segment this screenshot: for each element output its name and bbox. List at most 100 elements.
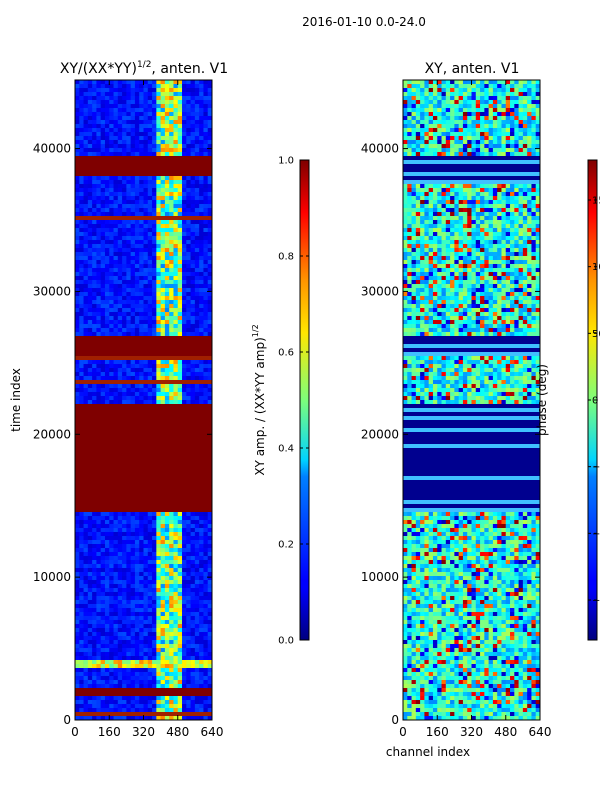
- heatmap-amplitude-cell: [83, 640, 89, 645]
- heatmap-amplitude-cell: [156, 368, 161, 373]
- heatmap-amplitude-cell: [139, 568, 144, 573]
- heatmap-phase-cell: [407, 204, 412, 209]
- heatmap-amplitude-cell: [194, 152, 200, 157]
- heatmap-amplitude-cell: [194, 696, 200, 701]
- heatmap-amplitude-cell: [164, 108, 170, 113]
- heatmap-phase-cell: [471, 148, 477, 153]
- heatmap-amplitude-cell: [75, 532, 80, 537]
- heatmap-phase-cell: [441, 140, 447, 145]
- heatmap-amplitude-cell: [87, 604, 93, 609]
- heatmap-amplitude-cell: [126, 280, 131, 285]
- panel-phase-title: XY, anten. V1: [425, 61, 520, 77]
- heatmap-amplitude-cell: [113, 540, 119, 545]
- heatmap-amplitude-cell: [203, 224, 209, 229]
- heatmap-amplitude-cell: [147, 604, 153, 609]
- heatmap-amplitude-cell: [169, 664, 174, 669]
- heatmap-amplitude-cell: [100, 268, 106, 273]
- heatmap-amplitude-cell: [75, 384, 80, 389]
- heatmap-amplitude-cell: [130, 592, 136, 597]
- heatmap-amplitude-cell: [75, 216, 212, 221]
- heatmap-amplitude-cell: [92, 184, 97, 189]
- heatmap-amplitude-cell: [152, 300, 157, 305]
- heatmap-amplitude-cell: [143, 532, 149, 537]
- heatmap-amplitude-cell: [177, 228, 183, 233]
- heatmap-amplitude-cell: [109, 576, 114, 581]
- heatmap-amplitude-cell: [143, 196, 149, 201]
- heatmap-amplitude-cell: [75, 656, 80, 661]
- heatmap-amplitude-cell: [190, 264, 196, 269]
- heatmap-phase-cell: [424, 96, 429, 101]
- heatmap-amplitude-cell: [147, 192, 153, 197]
- heatmap-phase-cell: [403, 192, 408, 197]
- heatmap-amplitude-cell: [122, 200, 127, 205]
- heatmap-amplitude-cell: [122, 520, 127, 525]
- heatmap-amplitude-cell: [177, 240, 183, 245]
- heatmap-amplitude-cell: [122, 184, 127, 189]
- heatmap-phase-cell: [514, 244, 519, 249]
- heatmap-phase-cell: [505, 152, 511, 157]
- heatmap-amplitude-cell: [156, 224, 161, 229]
- heatmap-phase-cell: [522, 208, 528, 213]
- heatmap-amplitude-cell: [169, 96, 174, 101]
- heatmap-amplitude-cell: [194, 92, 200, 97]
- heatmap-amplitude-cell: [177, 376, 183, 381]
- heatmap-amplitude-cell: [182, 628, 187, 633]
- heatmap-amplitude-cell: [190, 272, 196, 277]
- heatmap-amplitude-cell: [182, 668, 187, 673]
- heatmap-phase-cell: [454, 240, 459, 245]
- heatmap-amplitude-cell: [79, 284, 84, 289]
- heatmap-phase-cell: [403, 104, 408, 109]
- heatmap-amplitude-cell: [104, 276, 110, 281]
- heatmap-phase-cell: [454, 136, 459, 141]
- heatmap-amplitude-cell: [143, 624, 149, 629]
- heatmap-phase-cell: [527, 100, 532, 105]
- heatmap-phase-cell: [484, 120, 489, 125]
- heatmap-phase-cell: [467, 96, 472, 101]
- heatmap-amplitude-cell: [147, 568, 153, 573]
- heatmap-phase-cell: [475, 244, 481, 249]
- heatmap-amplitude-cell: [190, 640, 196, 645]
- heatmap-phase-cell: [505, 204, 511, 209]
- heatmap-amplitude-cell: [143, 360, 149, 365]
- heatmap-amplitude-cell: [96, 220, 101, 225]
- heatmap-amplitude-cell: [113, 516, 119, 521]
- heatmap-amplitude-cell: [186, 204, 191, 209]
- heatmap-amplitude-cell: [164, 132, 170, 137]
- heatmap-amplitude-cell: [126, 364, 131, 369]
- heatmap-phase-cell: [454, 216, 459, 221]
- heatmap-amplitude-cell: [203, 292, 209, 297]
- heatmap-amplitude-cell: [79, 568, 84, 573]
- heatmap-amplitude-cell: [122, 244, 127, 249]
- heatmap-phase-cell: [480, 96, 485, 101]
- heatmap-amplitude-cell: [199, 656, 204, 661]
- heatmap-amplitude-cell: [182, 120, 187, 125]
- heatmap-amplitude-cell: [182, 108, 187, 113]
- heatmap-amplitude-cell: [75, 212, 80, 217]
- heatmap-phase-cell: [514, 188, 519, 193]
- heatmap-amplitude-cell: [147, 600, 153, 605]
- heatmap-amplitude-cell: [173, 640, 179, 645]
- heatmap-amplitude-cell: [126, 184, 131, 189]
- heatmap-amplitude-cell: [75, 156, 212, 161]
- heatmap-phase-cell: [415, 224, 421, 229]
- heatmap-phase-cell: [484, 128, 489, 133]
- heatmap-amplitude-cell: [173, 192, 179, 197]
- heatmap-amplitude-cell: [139, 392, 144, 397]
- heatmap-amplitude-cell: [177, 196, 183, 201]
- heatmap-amplitude-cell: [139, 636, 144, 641]
- heatmap-phase-cell: [535, 224, 541, 229]
- heatmap-amplitude-cell: [139, 564, 144, 569]
- heatmap-amplitude-cell: [190, 200, 196, 205]
- colorbar-tick-label-amplitude: 0.8: [278, 252, 294, 263]
- heatmap-amplitude-cell: [100, 148, 106, 153]
- heatmap-phase-cell: [437, 108, 442, 113]
- heatmap-amplitude-cell: [126, 132, 131, 137]
- heatmap-amplitude-cell: [96, 84, 101, 89]
- heatmap-amplitude-cell: [207, 272, 213, 277]
- heatmap-phase-cell: [467, 88, 472, 93]
- heatmap-amplitude-cell: [177, 704, 183, 709]
- heatmap-amplitude-cell: [96, 656, 101, 661]
- heatmap-amplitude-cell: [104, 660, 110, 665]
- heatmap-amplitude-cell: [75, 172, 212, 177]
- heatmap-amplitude-cell: [100, 188, 106, 193]
